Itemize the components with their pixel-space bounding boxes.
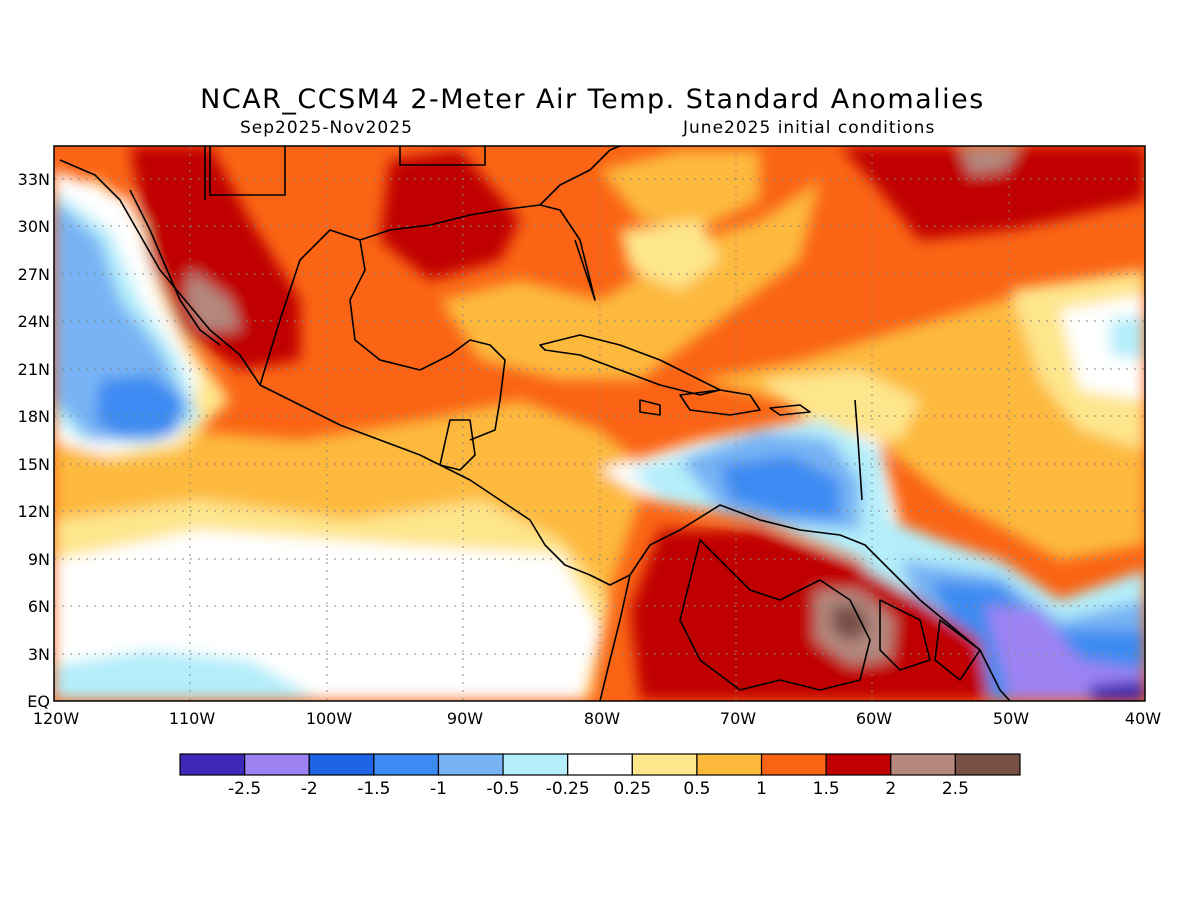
- colorbar-label: 0.5: [683, 779, 710, 799]
- lon-tick: 40W: [1125, 709, 1161, 728]
- colorbar: -2.5 -2 -1.5 -1 -0.5 -0.25 0.25 0.5 1 1.5 2 2.5: [179, 753, 1021, 799]
- colorbar-swatch: [308, 753, 375, 776]
- lon-tick: 80W: [584, 709, 620, 728]
- lon-tick: 110W: [169, 709, 216, 728]
- map-frame: [53, 145, 1146, 702]
- colorbar-swatch: [373, 753, 440, 776]
- initial-conditions: June2025 initial conditions: [683, 118, 936, 138]
- colorbar-label: -2: [301, 779, 318, 799]
- colorbar-swatch: [179, 753, 246, 776]
- colorbar-label: -0.25: [546, 779, 590, 799]
- colorbar-label: 2: [885, 779, 896, 799]
- colorbar-label: 1.5: [813, 779, 840, 799]
- colorbar-label: -1: [430, 779, 447, 799]
- lat-tick: 18N: [18, 407, 50, 426]
- lat-tick: 6N: [28, 597, 50, 616]
- lat-tick: 24N: [18, 312, 50, 331]
- lat-tick: 3N: [28, 645, 50, 664]
- forecast-period: Sep2025-Nov2025: [240, 118, 413, 138]
- colorbar-swatch: [502, 753, 569, 776]
- colorbar-swatch: [890, 753, 956, 776]
- colorbar-label: 1: [756, 779, 767, 799]
- colorbar-swatch: [760, 753, 827, 776]
- grid-lines: [54, 146, 1145, 701]
- colorbar-label: -2.5: [228, 779, 261, 799]
- colorbar-swatch: [696, 753, 763, 776]
- lon-tick: 60W: [856, 709, 892, 728]
- colorbar-swatch: [825, 753, 892, 776]
- lat-tick: 27N: [18, 265, 50, 284]
- lat-tick: 21N: [18, 360, 50, 379]
- lon-tick: 90W: [447, 709, 483, 728]
- colorbar-swatch: [631, 753, 698, 776]
- lat-tick: 15N: [18, 455, 50, 474]
- coastlines: [59, 146, 1011, 701]
- colorbar-swatch: [567, 753, 633, 776]
- lat-tick: 9N: [28, 550, 50, 569]
- colorbar-swatch: [437, 753, 504, 776]
- lon-tick: 70W: [720, 709, 756, 728]
- colorbar-label: 2.5: [942, 779, 969, 799]
- colorbar-label: 0.25: [613, 779, 651, 799]
- lon-tick: 100W: [306, 709, 353, 728]
- colorbar-label: -1.5: [357, 779, 390, 799]
- lat-tick: 33N: [18, 170, 50, 189]
- colorbar-swatch: [954, 753, 1021, 776]
- lon-tick: 120W: [33, 709, 80, 728]
- map-title: NCAR_CCSM4 2-Meter Air Temp. Standard An…: [200, 84, 985, 115]
- lat-tick: 30N: [18, 217, 50, 236]
- lat-tick: 12N: [18, 502, 50, 521]
- colorbar-label: -0.5: [486, 779, 519, 799]
- lat-axis: 33N 30N 27N 24N 21N 18N 15N 12N 9N 6N 3N…: [18, 170, 50, 711]
- lat-tick: EQ: [27, 692, 50, 711]
- anomaly-field: [54, 146, 1145, 701]
- colorbar-swatch: [244, 753, 310, 776]
- lon-tick: 50W: [993, 709, 1029, 728]
- lon-axis: 120W 110W 100W 90W 80W 70W 60W 50W 40W: [33, 709, 1161, 728]
